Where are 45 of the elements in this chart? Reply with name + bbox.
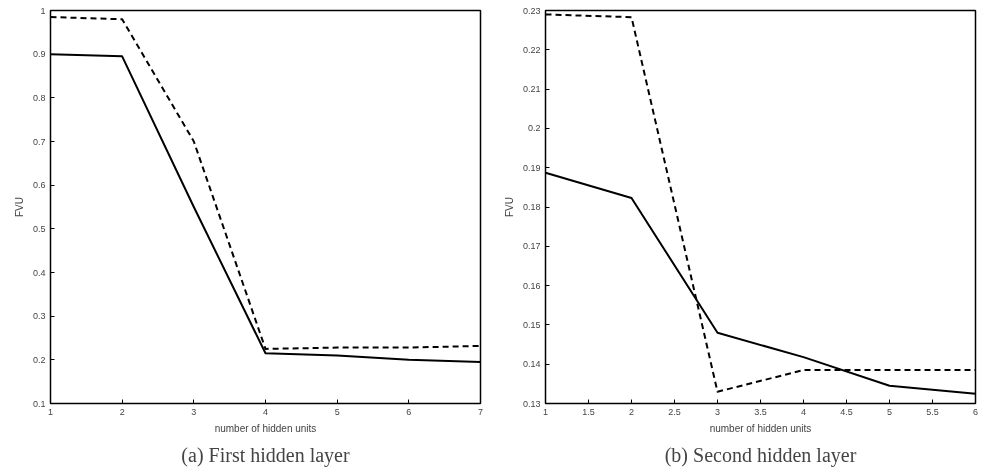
x-tick-label: 5: [334, 406, 340, 417]
x-tick-label: 3.5: [754, 406, 767, 417]
y-tick-label: 0.2: [32, 354, 46, 365]
y-tick-label: 0.9: [32, 49, 46, 60]
y-tick-label: 0.18: [522, 202, 541, 212]
y-tick-label: 0.1: [32, 398, 46, 409]
x-tick-label: 1: [543, 406, 549, 417]
y-tick-label: 0.3: [32, 311, 46, 322]
y-tick-label: 0.15: [522, 319, 541, 330]
y-tick-label: 0.6: [32, 180, 46, 191]
y-tick-label: 0.13: [522, 398, 541, 409]
x-tick-label: 4: [801, 406, 807, 417]
x-tick-label: 5.5: [926, 406, 939, 417]
y-tick-label: 0.22: [522, 44, 541, 55]
x-axis-title: number of hidden units: [214, 422, 317, 434]
x-tick-label: 2: [119, 406, 125, 417]
x-tick-label: 2.5: [668, 406, 681, 417]
text: (a) First hidden layer: [181, 443, 350, 467]
y-axis-title: FVU: [13, 197, 25, 217]
x-tick-label: 3: [715, 406, 721, 417]
x-tick-label: 5: [887, 406, 893, 417]
x-tick-label: 1.5: [582, 406, 595, 417]
x-tick-label: 3: [191, 406, 197, 417]
x-axis-title: number of hidden units: [709, 422, 812, 434]
y-tick-label: 0.7: [32, 136, 46, 147]
x-tick-label: 7: [478, 406, 484, 417]
y-tick-label: 0.19: [522, 162, 541, 173]
y-tick-label: 0.5: [32, 223, 46, 234]
y-tick-label: 0.23: [522, 5, 541, 16]
y-tick-label: 0.8: [32, 92, 46, 103]
y-axis-title: FVU: [503, 197, 515, 217]
x-tick-label: 2: [629, 406, 635, 417]
y-tick-label: 1: [40, 5, 46, 16]
y-tick-label: 0.16: [522, 280, 541, 291]
x-tick-label: 4.5: [840, 406, 853, 417]
x-tick-label: 1: [48, 406, 54, 417]
y-tick-label: 0.2: [527, 123, 541, 134]
x-tick-label: 6: [406, 406, 412, 417]
y-tick-label: 0.17: [522, 241, 541, 252]
y-tick-label: 0.4: [32, 267, 46, 278]
text: (b) Second hidden layer: [664, 443, 857, 467]
x-tick-label: 4: [263, 406, 269, 417]
x-tick-label: 6: [973, 406, 979, 417]
y-tick-label: 0.14: [522, 359, 541, 370]
y-tick-label: 0.21: [522, 84, 541, 95]
